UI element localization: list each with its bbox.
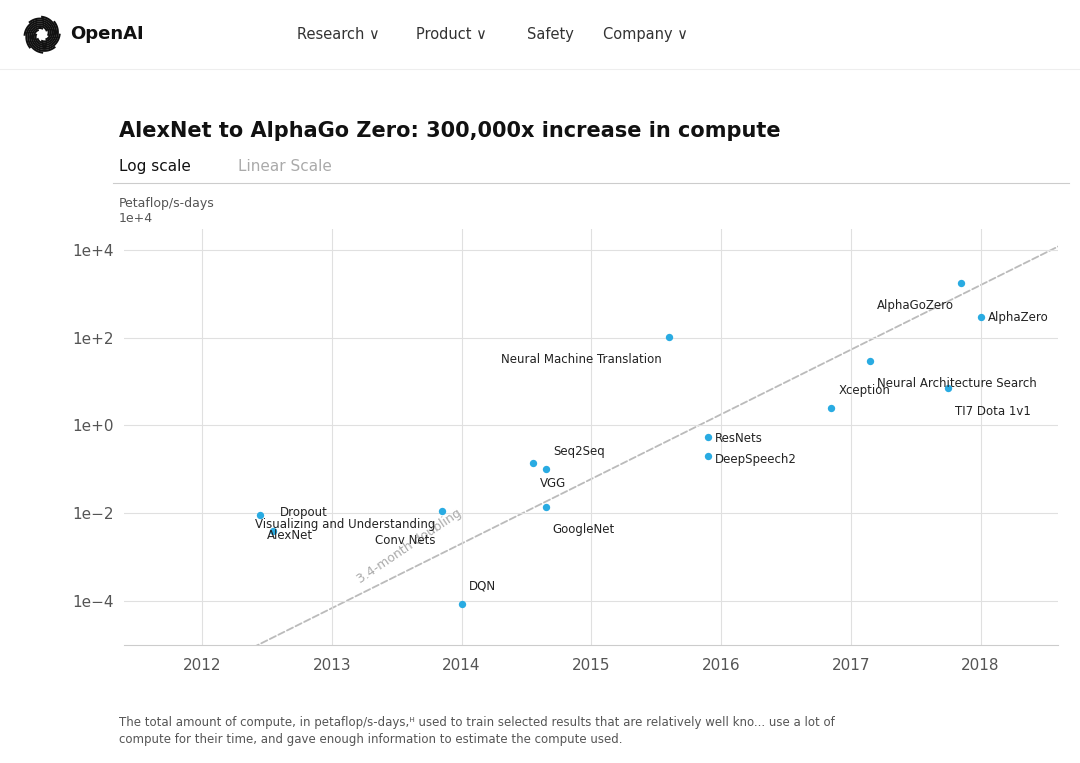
Text: Dropout: Dropout bbox=[281, 507, 328, 520]
Text: TI7 Dota 1v1: TI7 Dota 1v1 bbox=[955, 405, 1031, 418]
Point bbox=[940, 382, 957, 394]
Text: Petaflop/s-days: Petaflop/s-days bbox=[119, 197, 215, 210]
Point bbox=[661, 330, 678, 343]
Text: GoogleNet: GoogleNet bbox=[553, 523, 616, 536]
Point bbox=[265, 524, 282, 536]
Point bbox=[972, 311, 989, 324]
Text: 1e+4: 1e+4 bbox=[119, 212, 153, 225]
Point bbox=[700, 450, 717, 462]
Point bbox=[823, 402, 840, 414]
Text: DQN: DQN bbox=[469, 580, 496, 593]
Text: AlphaZero: AlphaZero bbox=[987, 311, 1049, 324]
Text: Neural Architecture Search: Neural Architecture Search bbox=[877, 377, 1037, 390]
Text: 3.4-month doubling: 3.4-month doubling bbox=[355, 507, 464, 586]
Text: The total amount of compute, in petaflop/s-days,ᴴ used to train selected results: The total amount of compute, in petaflop… bbox=[119, 716, 835, 746]
Text: AlphaGoZero: AlphaGoZero bbox=[877, 299, 954, 312]
Text: Neural Machine Translation: Neural Machine Translation bbox=[501, 353, 662, 366]
Point bbox=[537, 501, 554, 513]
Text: Company ∨: Company ∨ bbox=[603, 27, 688, 42]
Text: Linear Scale: Linear Scale bbox=[238, 159, 332, 174]
Text: Safety: Safety bbox=[527, 27, 573, 42]
Text: VGG: VGG bbox=[540, 477, 566, 490]
Text: Research ∨: Research ∨ bbox=[297, 27, 380, 42]
Text: Visualizing and Understanding
Conv Nets: Visualizing and Understanding Conv Nets bbox=[255, 518, 435, 547]
Text: AlexNet to AlphaGo Zero: 300,000x increase in compute: AlexNet to AlphaGo Zero: 300,000x increa… bbox=[119, 121, 781, 141]
Point bbox=[862, 355, 879, 367]
Text: DeepSpeech2: DeepSpeech2 bbox=[715, 453, 797, 466]
Text: ResNets: ResNets bbox=[715, 432, 762, 445]
Point bbox=[453, 598, 470, 610]
Text: Product ∨: Product ∨ bbox=[416, 27, 487, 42]
Point bbox=[252, 509, 269, 521]
Point bbox=[953, 276, 970, 288]
Text: Log scale: Log scale bbox=[119, 159, 191, 174]
Point bbox=[700, 430, 717, 443]
Point bbox=[537, 463, 554, 475]
Text: OpenAI: OpenAI bbox=[70, 25, 144, 43]
Text: Seq2Seq: Seq2Seq bbox=[553, 445, 605, 458]
Text: Xception: Xception bbox=[838, 384, 890, 397]
Point bbox=[524, 457, 541, 469]
Point bbox=[433, 505, 450, 517]
Text: AlexNet: AlexNet bbox=[268, 529, 313, 542]
